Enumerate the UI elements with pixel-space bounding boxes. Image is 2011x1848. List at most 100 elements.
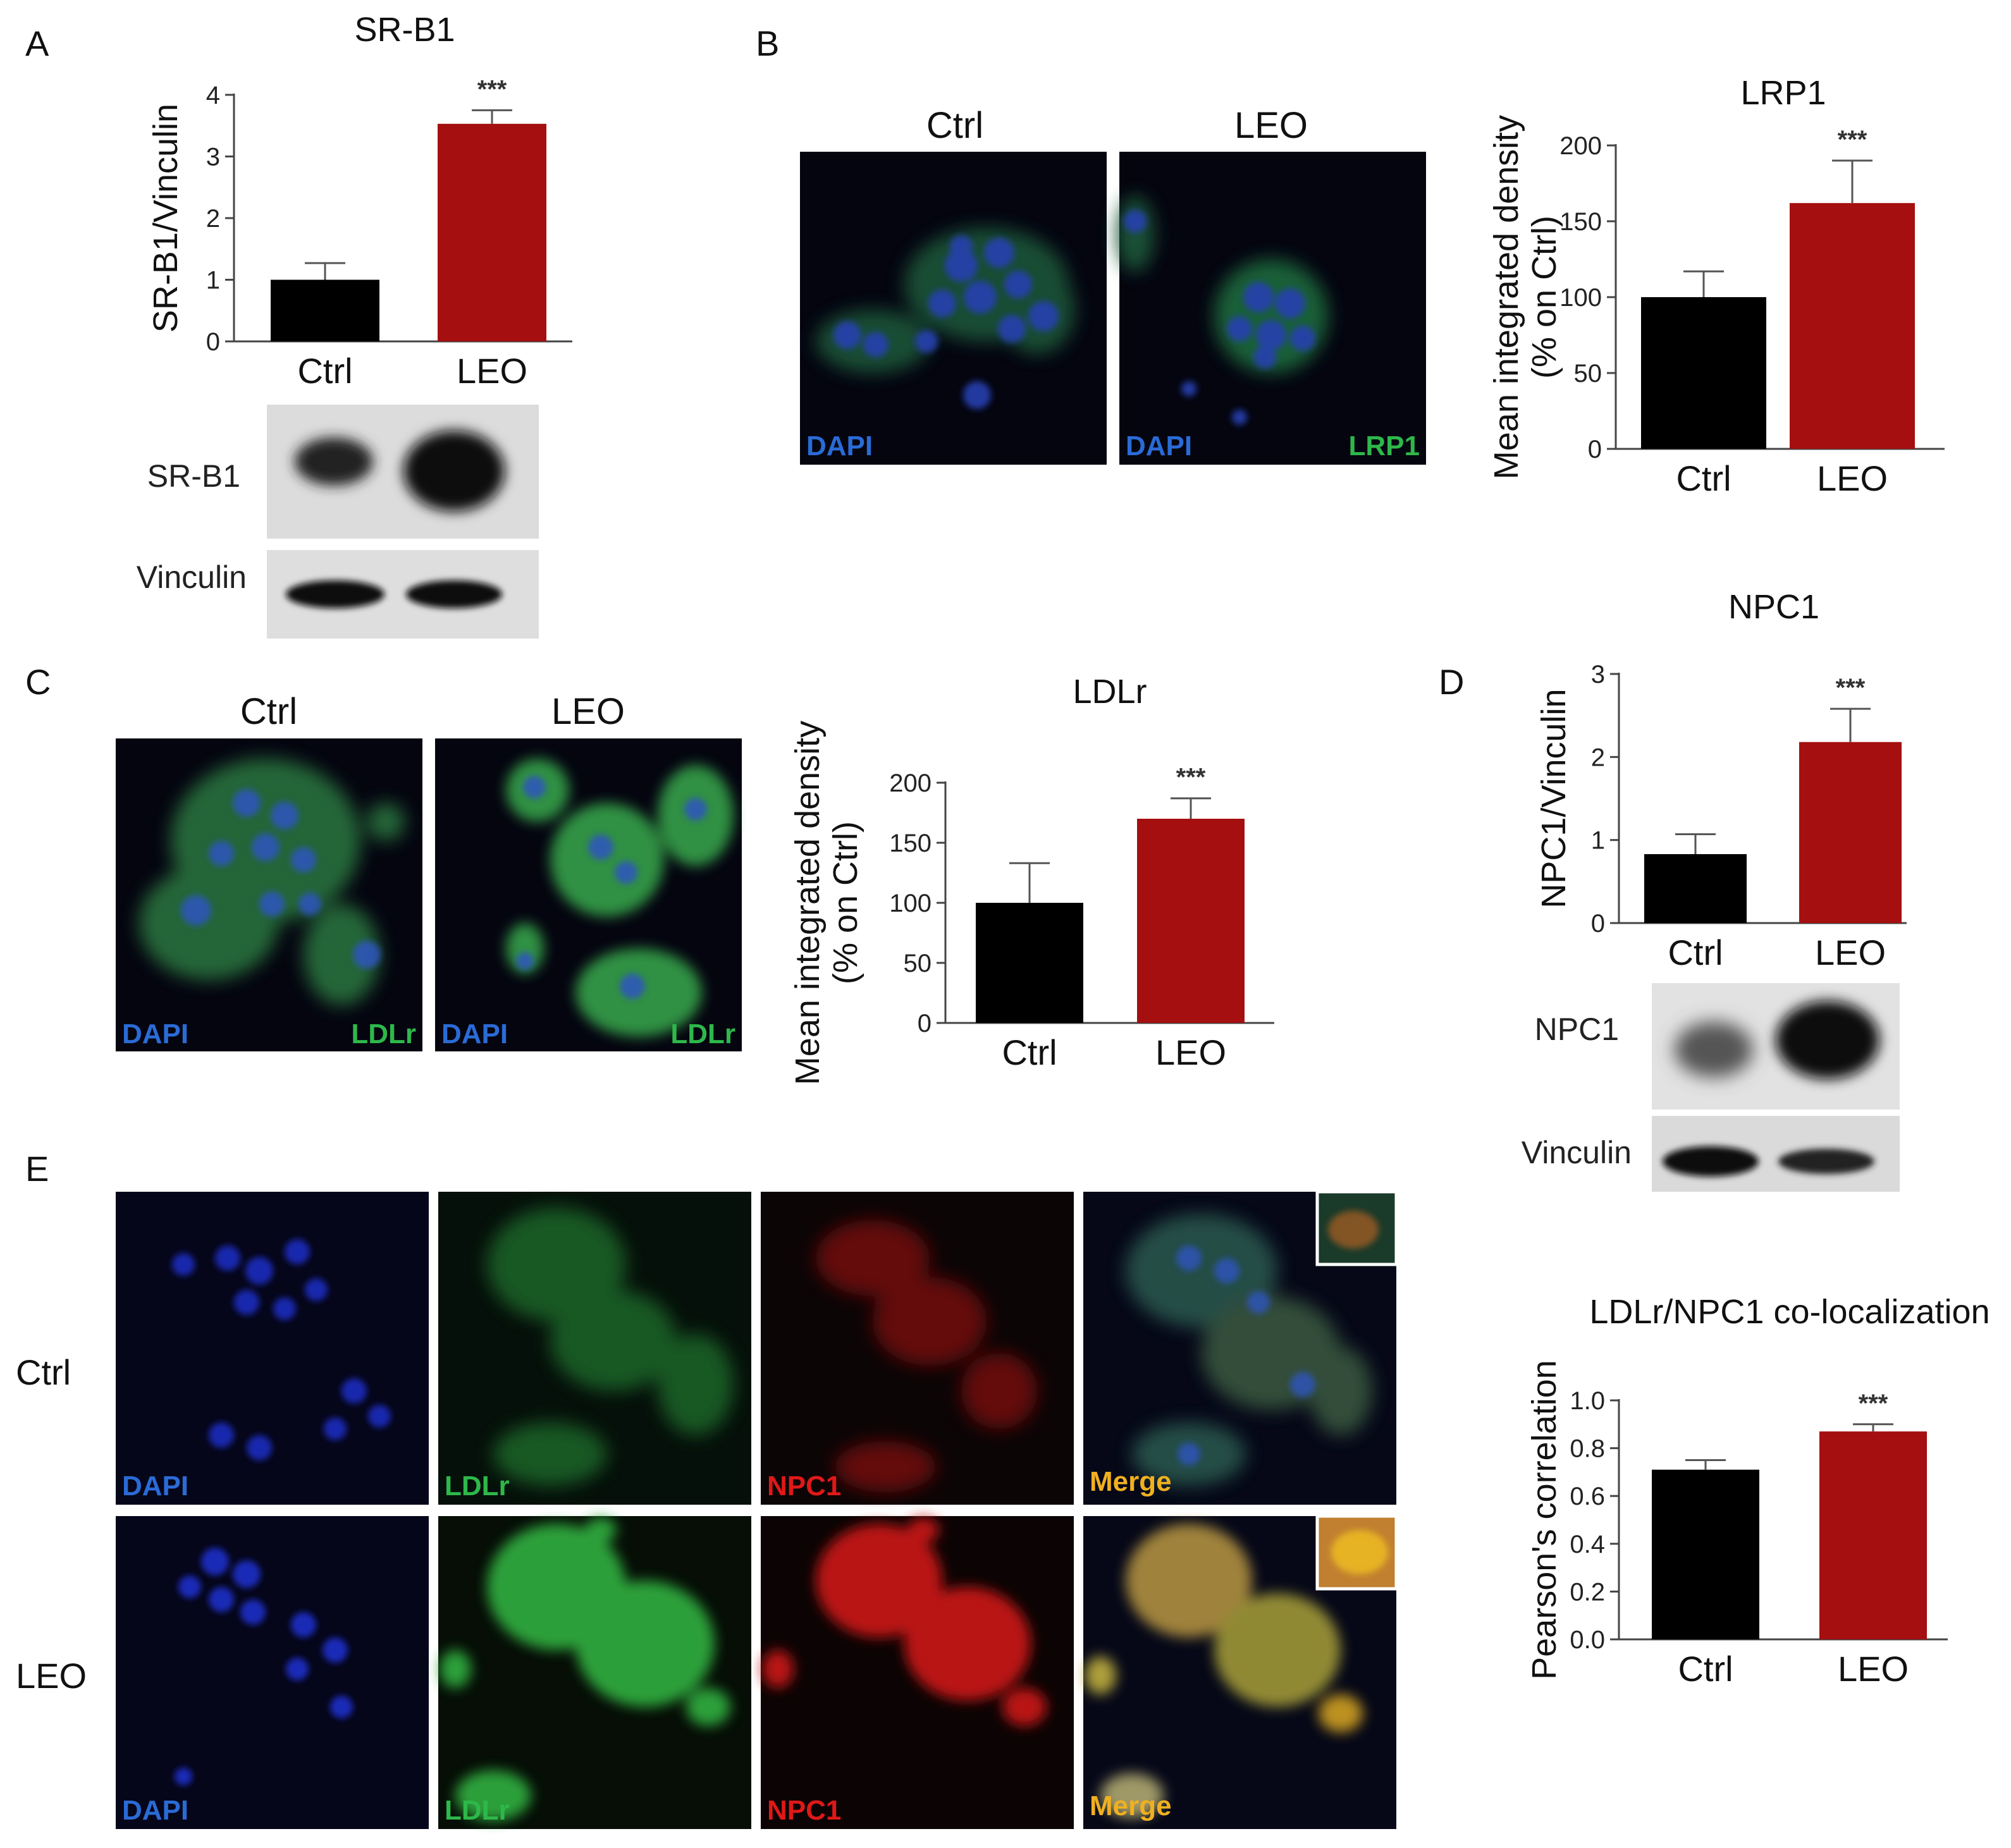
blot-band (403, 431, 505, 511)
channel-label-dapi: DAPI (122, 1019, 188, 1049)
y-tick-label: 0 (918, 1010, 932, 1037)
chart-title: SR-B1 (354, 11, 455, 49)
panel-letter-c: C (25, 662, 51, 702)
channel-label-npc1: NPC1 (767, 1795, 841, 1826)
channel-label-merge: Merge (1090, 1790, 1172, 1821)
y-tick-label: 4 (206, 82, 220, 109)
bar-leo (1137, 819, 1245, 1023)
blot-band (1778, 1149, 1874, 1174)
x-tick-label: Ctrl (1676, 458, 1731, 498)
blot-label-srb1: SR-B1 (147, 458, 240, 494)
y-tick-label: 50 (1574, 360, 1602, 388)
y-tick-label: 0 (206, 328, 220, 356)
bar-leo (1790, 203, 1915, 449)
blot-band (1663, 1146, 1759, 1177)
significance-marker: *** (477, 75, 507, 103)
micrograph-ctrl-dapi (116, 1192, 429, 1505)
column-label-ctrl: Ctrl (926, 105, 983, 146)
column-label-leo: LEO (1234, 105, 1308, 146)
channel-label-npc1: NPC1 (767, 1471, 841, 1502)
channel-label-dapi: DAPI (122, 1795, 188, 1826)
column-label-ctrl: Ctrl (240, 691, 297, 732)
y-tick-label: 3 (1591, 661, 1605, 688)
y-tick-label: 0 (1588, 436, 1602, 463)
channel-label-ldlr: LDLr (445, 1471, 510, 1502)
chart-title: LRP1 (1740, 74, 1826, 112)
y-tick-label: 200 (1559, 132, 1602, 160)
y-axis-label: NPC1/Vinculin (1535, 688, 1573, 908)
y-tick-label: 2 (1591, 743, 1605, 771)
panel-letter-d: D (1439, 662, 1464, 702)
x-tick-label: LEO (1838, 1649, 1909, 1689)
micrographs-b: Ctrl LEO DAPI DAPI LRP1 (800, 105, 1426, 465)
blot-band (286, 580, 384, 608)
panel-letter-e: E (25, 1149, 49, 1189)
western-blot-d: NPC1 Vinculin (1522, 983, 1900, 1192)
y-axis-label: Mean integrated density(% on Ctrl) (1487, 115, 1563, 479)
y-tick-label: 1 (1591, 827, 1605, 855)
x-tick-label: LEO (457, 351, 527, 391)
chart-title: LDLr/NPC1 co-localization (1589, 1293, 1989, 1331)
blot-label-vinculin: Vinculin (137, 560, 247, 595)
column-label-leo: LEO (551, 691, 625, 732)
blot-band (295, 438, 373, 486)
micrographs-c: Ctrl LEO DAPI LDLr DAPI LDLr (116, 691, 742, 1051)
y-tick-label: 0.6 (1570, 1483, 1605, 1510)
y-tick-label: 1.0 (1570, 1387, 1605, 1415)
micrographs-e: Ctrl LEO DAPI LDLr NPC1 (16, 1190, 1398, 1829)
x-tick-label: Ctrl (1668, 933, 1723, 972)
x-tick-label: LEO (1815, 933, 1886, 972)
bar-leo (438, 123, 546, 341)
x-tick-label: LEO (1155, 1032, 1226, 1072)
bar-leo (1819, 1431, 1927, 1639)
chart-title: LDLr (1073, 673, 1147, 711)
y-tick-label: 150 (889, 829, 932, 857)
chart-title: NPC1 (1728, 588, 1819, 626)
channel-label-merge: Merge (1090, 1466, 1172, 1497)
blot-label-vinculin-d: Vinculin (1522, 1135, 1632, 1170)
y-tick-label: 0.2 (1570, 1578, 1605, 1606)
y-axis-label: Mean integrated density(% on Ctrl) (789, 721, 864, 1085)
x-tick-label: LEO (1817, 458, 1888, 498)
blot-band (1776, 1001, 1879, 1079)
panel-letter-b: B (756, 23, 779, 63)
y-axis-label: Pearson's correlation (1525, 1360, 1563, 1680)
y-tick-label: 3 (206, 144, 220, 171)
channel-label-dapi: DAPI (806, 431, 873, 462)
significance-marker: *** (1859, 1390, 1888, 1417)
x-tick-label: Ctrl (297, 351, 352, 391)
y-tick-label: 150 (1559, 208, 1602, 236)
chart-ldlr: LDLr 0 50 100 150 200 Mean integrated density(… (789, 673, 1274, 1085)
micrograph-leo-dapi (116, 1516, 429, 1829)
y-tick-label: 2 (206, 205, 220, 233)
x-tick-label: Ctrl (1002, 1032, 1057, 1072)
blot-label-npc1: NPC1 (1535, 1012, 1619, 1047)
row-label-leo: LEO (16, 1656, 87, 1696)
blot-band (1675, 1022, 1753, 1077)
y-tick-label: 100 (889, 890, 932, 917)
channel-label-ldlr: LDLr (670, 1019, 735, 1049)
bar-ctrl (976, 903, 1083, 1023)
channel-label-dapi: DAPI (122, 1471, 188, 1502)
y-axis-label: SR-B1/Vinculin (147, 104, 185, 333)
bar-ctrl (1644, 854, 1747, 923)
significance-marker: *** (1838, 126, 1867, 154)
bar-ctrl (1652, 1469, 1759, 1639)
chart-colocalization: LDLr/NPC1 co-localization 0.0 0.2 0.4 0.6 0.8… (1525, 1293, 1990, 1689)
significance-marker: *** (1176, 764, 1206, 792)
significance-marker: *** (1836, 674, 1866, 702)
y-tick-label: 0.0 (1570, 1626, 1605, 1654)
y-tick-label: 100 (1559, 284, 1602, 312)
channel-label-ldlr: LDLr (351, 1019, 416, 1049)
row-label-ctrl: Ctrl (16, 1352, 71, 1392)
y-tick-label: 1 (206, 267, 220, 295)
channel-label-ldlr: LDLr (445, 1795, 510, 1826)
panel-letter-a: A (25, 23, 49, 63)
y-tick-label: 0.8 (1570, 1435, 1605, 1463)
y-tick-label: 0 (1591, 910, 1605, 938)
bar-ctrl (271, 279, 379, 341)
western-blot-a: SR-B1 Vinculin (137, 405, 539, 639)
channel-label-dapi: DAPI (441, 1019, 508, 1049)
